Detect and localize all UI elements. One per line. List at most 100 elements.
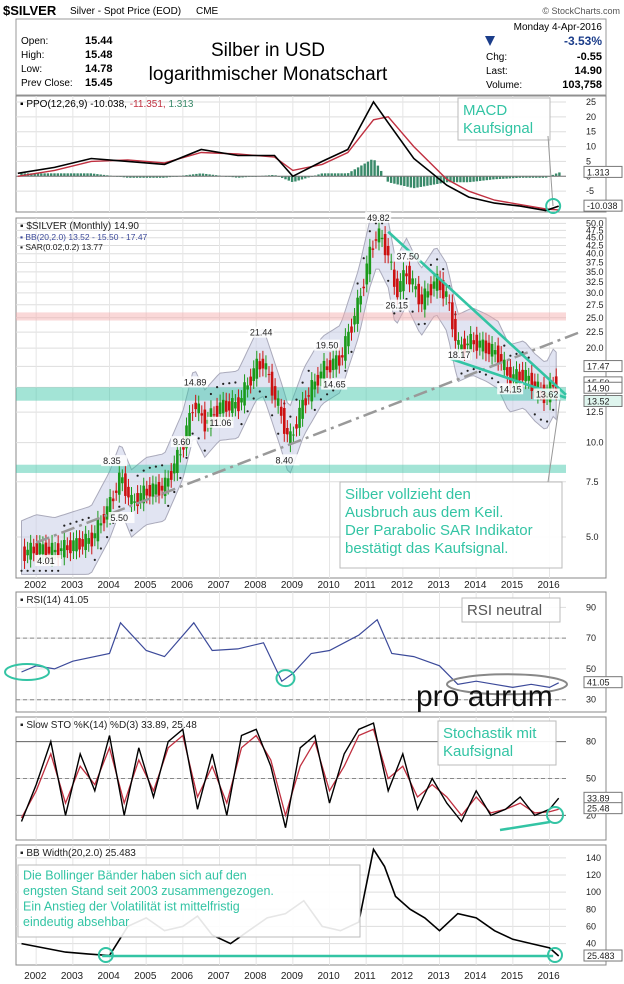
candle-body <box>295 424 298 429</box>
data-label: 21.44 <box>250 328 273 338</box>
histogram-bar <box>149 176 152 178</box>
y-tick-label: 7.5 <box>586 477 599 487</box>
candle-body <box>105 506 109 520</box>
histogram-bar <box>422 176 426 187</box>
sar-dot <box>484 373 487 376</box>
right-value-label: 1.313 <box>587 167 610 177</box>
histogram-bar <box>287 176 290 181</box>
candle-body <box>350 326 353 333</box>
candle-body <box>279 406 283 416</box>
data-label-bg <box>365 211 392 223</box>
y-tick-label: 47.5 <box>586 225 604 235</box>
candle-body <box>414 286 417 290</box>
candle-body <box>78 538 81 550</box>
candle-body <box>325 366 329 371</box>
sar-dot <box>466 369 469 372</box>
candle-body <box>81 539 84 547</box>
sar-dot <box>179 476 182 480</box>
data-label: 14.15 <box>499 384 522 394</box>
data-label: 14.89 <box>184 377 207 387</box>
instrument-name: Silver - Spot Price (EOD) <box>70 6 181 17</box>
histogram-bar <box>333 173 337 177</box>
histogram-bar <box>469 176 472 183</box>
candle-body <box>524 369 527 382</box>
sar-dot <box>75 520 78 523</box>
histogram-bar <box>208 174 211 177</box>
histogram-bar <box>162 176 165 178</box>
candle-body <box>527 375 531 381</box>
y-tick-label: 80 <box>586 904 596 914</box>
candle-body <box>331 358 335 371</box>
histogram-bar <box>449 176 452 183</box>
sar-dot <box>87 516 90 520</box>
low-label: Low: <box>21 64 42 75</box>
candle-body <box>255 358 259 379</box>
sar-dot <box>93 558 96 562</box>
histogram-bar <box>386 176 389 182</box>
volume-value: 103,758 <box>562 79 602 91</box>
x-tick-label: 2008 <box>244 971 267 982</box>
sar-dot <box>313 408 316 411</box>
sar-dot <box>63 524 66 527</box>
right-value-box <box>583 802 623 815</box>
data-label-bg <box>383 299 410 311</box>
candle-body <box>490 343 494 357</box>
sar-dot <box>295 398 298 401</box>
sar-dot <box>271 414 274 417</box>
histogram-bar <box>366 161 370 177</box>
candle-body <box>212 414 216 416</box>
histogram-bar <box>462 176 465 183</box>
histogram-bar <box>284 176 287 180</box>
exchange: CME <box>196 6 219 17</box>
histogram-bar <box>33 173 36 177</box>
candle-body <box>304 398 307 406</box>
candle-body <box>444 291 448 297</box>
sar-dot <box>81 518 84 521</box>
candle-body <box>298 407 301 428</box>
candle-body <box>417 283 421 305</box>
sar-dot <box>246 410 249 413</box>
candle-body <box>286 428 289 435</box>
candle-body <box>515 369 518 385</box>
sar-dot <box>252 397 255 400</box>
histogram-bar <box>406 176 409 187</box>
rsi-legend: ▪ RSI(14) 41.05 <box>20 595 89 606</box>
histogram-bar <box>155 176 158 178</box>
y-tick-label: 20 <box>586 810 596 820</box>
histogram-bar <box>294 176 297 182</box>
data-label: 14.65 <box>323 380 346 390</box>
candle-body <box>32 546 36 554</box>
y-tick-label: 40.0 <box>586 249 604 259</box>
x-tick-label: 2004 <box>98 580 121 591</box>
resistance-zone <box>16 312 566 321</box>
candle-body <box>396 278 399 298</box>
histogram-bar <box>69 173 73 177</box>
histogram-bar <box>191 174 195 177</box>
histogram-bar <box>521 176 525 178</box>
data-label-bg <box>313 339 340 351</box>
x-tick-label: 2011 <box>354 971 376 982</box>
histogram-bar <box>106 175 109 177</box>
candle-body <box>484 340 488 354</box>
high-value: 15.48 <box>85 49 113 61</box>
candle-body <box>261 358 265 369</box>
x-tick-label: 2014 <box>464 580 487 591</box>
candle-body <box>96 518 100 542</box>
data-label-bg <box>207 416 234 428</box>
candle-body <box>334 355 338 370</box>
sar-dot <box>478 370 481 373</box>
long-trendline <box>35 330 581 544</box>
candle-body <box>75 538 78 552</box>
sar-dot <box>527 356 530 359</box>
sar-dot <box>546 420 549 423</box>
sar-dot <box>497 381 500 384</box>
candle-body <box>145 488 149 496</box>
price-annotation-text: bestätigt das Kaufsignal. <box>345 540 508 557</box>
y-tick-label: 15 <box>586 127 596 137</box>
histogram-bar <box>475 176 479 182</box>
signal-marker <box>545 198 562 214</box>
candle-body <box>200 413 204 416</box>
histogram-bar <box>59 173 63 177</box>
candle-body <box>493 350 497 355</box>
histogram-bar <box>488 176 492 180</box>
